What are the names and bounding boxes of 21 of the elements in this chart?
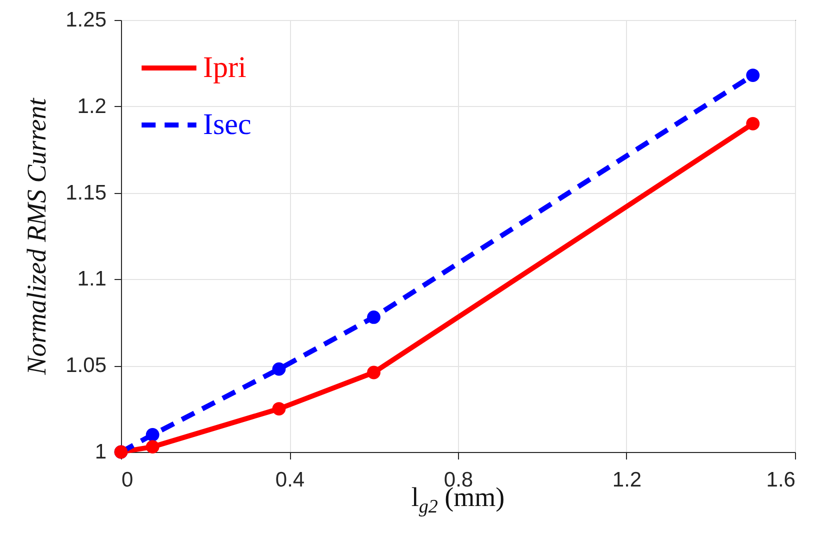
y-tick-label: 1.15 [66,181,106,204]
point [146,428,160,442]
y-tick-label: 1 [94,440,106,464]
y-tick-label: 1.1 [77,268,106,291]
point [746,68,760,82]
point [367,366,380,380]
y-tick-label: 1.05 [66,354,106,378]
y-axis-title: Normalized RMS Current [22,96,52,376]
legend-label: Ipri [203,51,246,84]
x-tick-label: 0 [122,468,134,492]
y-tick-label: 1.25 [66,8,106,32]
y-tick-label: 1.2 [77,94,106,118]
point [367,310,380,324]
x-tick-label: 1.2 [612,468,642,492]
point [146,440,160,454]
legend-label: Isec [203,108,252,141]
x-tick-label: 1.6 [766,468,796,492]
x-tick-label: 0.4 [275,468,305,492]
point [272,402,286,416]
point [272,362,286,376]
point [746,116,760,130]
